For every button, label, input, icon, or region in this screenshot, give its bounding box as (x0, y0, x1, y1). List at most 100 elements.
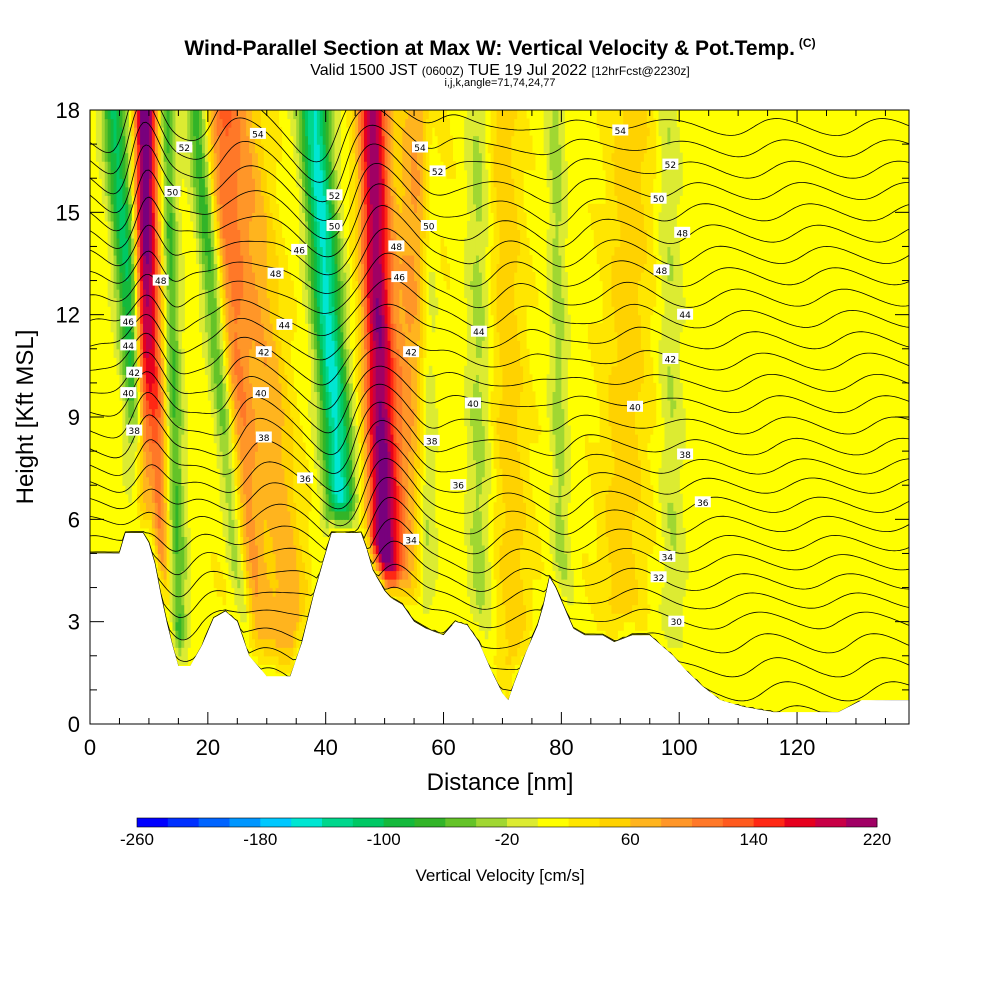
velocity-cell (181, 348, 185, 410)
velocity-cell (254, 152, 259, 290)
velocity-cell (369, 544, 374, 555)
velocity-cell (637, 459, 642, 503)
colorbar-swatch (630, 818, 662, 827)
velocity-cell (231, 468, 235, 520)
velocity-cell (417, 169, 421, 196)
velocity-cell (637, 502, 642, 631)
velocity-cell (472, 331, 477, 384)
velocity-cell (611, 306, 615, 367)
velocity-cell (296, 621, 300, 631)
velocity-cell (160, 127, 165, 171)
velocity-cell (419, 110, 424, 230)
velocity-cell (140, 510, 144, 529)
velocity-cell (328, 485, 333, 503)
velocity-cell (514, 272, 518, 316)
colorbar-swatch (846, 818, 878, 827)
velocity-cell (632, 110, 636, 520)
section-params: i,j,k,angle=71,74,24,77 (444, 77, 556, 89)
velocity-cell (308, 144, 312, 179)
terrain-mask (90, 533, 909, 724)
velocity-cell (157, 553, 162, 563)
velocity-cell (452, 161, 456, 179)
velocity-cell (310, 186, 315, 213)
theta-contour (90, 228, 909, 294)
contour-label-text: 36 (697, 499, 709, 509)
velocity-cell (290, 417, 294, 529)
velocity-cell (184, 579, 188, 614)
velocity-cell (361, 263, 365, 307)
velocity-cell (140, 280, 144, 324)
velocity-cell (464, 237, 468, 299)
velocity-cell (107, 110, 112, 120)
velocity-cell (346, 510, 350, 520)
velocity-cell (514, 203, 518, 273)
velocity-cell (437, 110, 442, 154)
velocity-cell (337, 374, 342, 452)
velocity-cell (316, 220, 321, 256)
velocity-cell (201, 237, 206, 265)
velocity-cell (640, 382, 645, 631)
velocity-cell (190, 144, 194, 188)
velocity-cell (366, 536, 371, 546)
velocity-cell (278, 340, 283, 384)
velocity-cell (319, 323, 324, 350)
velocity-cell (151, 212, 156, 384)
velocity-cell (369, 536, 374, 546)
colorbar-swatch (815, 818, 847, 827)
contour-label-text: 34 (405, 536, 417, 546)
velocity-cell (213, 212, 218, 230)
velocity-cell (299, 110, 303, 154)
velocity-cell (375, 544, 380, 555)
velocity-cell (428, 110, 433, 145)
velocity-cell (181, 254, 185, 333)
velocity-cell (145, 399, 150, 418)
velocity-cell (499, 544, 504, 580)
contour-label-34: 34 (659, 550, 676, 563)
velocity-cell (682, 527, 686, 597)
velocity-cell (396, 203, 400, 256)
velocity-cell (293, 391, 297, 503)
contour-label-text: 48 (656, 267, 668, 277)
velocity-cell (257, 306, 262, 350)
velocity-cell (679, 382, 683, 469)
velocity-cell (361, 306, 365, 418)
velocity-cell (151, 110, 156, 213)
velocity-cell (263, 519, 268, 563)
colorbar-swatch (414, 818, 446, 827)
velocity-cell (523, 502, 527, 529)
velocity-cell (381, 579, 386, 589)
velocity-cell (346, 263, 350, 350)
velocity-cell (213, 195, 218, 213)
velocity-cell (166, 510, 171, 606)
velocity-cell (151, 527, 156, 537)
velocity-cell (322, 110, 327, 145)
velocity-cell (402, 570, 406, 580)
contour-label-34: 34 (403, 533, 420, 546)
velocity-cell (419, 357, 424, 478)
x-tick-label: 60 (431, 735, 455, 760)
velocity-cell (143, 519, 147, 529)
velocity-cell (322, 314, 327, 358)
velocity-cell (340, 519, 344, 529)
velocity-cell (116, 263, 121, 290)
velocity-cell (257, 110, 262, 171)
velocity-cell (148, 391, 153, 410)
velocity-cell (319, 169, 324, 248)
velocity-cell (219, 374, 224, 427)
velocity-cell (478, 272, 483, 358)
velocity-cell (175, 485, 179, 555)
velocity-cell (384, 203, 389, 290)
velocity-cell (567, 536, 571, 606)
velocity-cell (646, 459, 651, 555)
velocity-cell (617, 220, 621, 248)
velocity-cell (219, 451, 224, 512)
velocity-cell (481, 110, 486, 307)
velocity-cell (249, 152, 253, 222)
velocity-cell (119, 178, 124, 248)
contour-label-50: 50 (650, 192, 667, 205)
velocity-cell (361, 169, 365, 265)
velocity-cell (396, 485, 400, 572)
velocity-cell (640, 161, 645, 205)
contour-label-text: 32 (653, 574, 664, 584)
theta-contour (90, 205, 909, 276)
